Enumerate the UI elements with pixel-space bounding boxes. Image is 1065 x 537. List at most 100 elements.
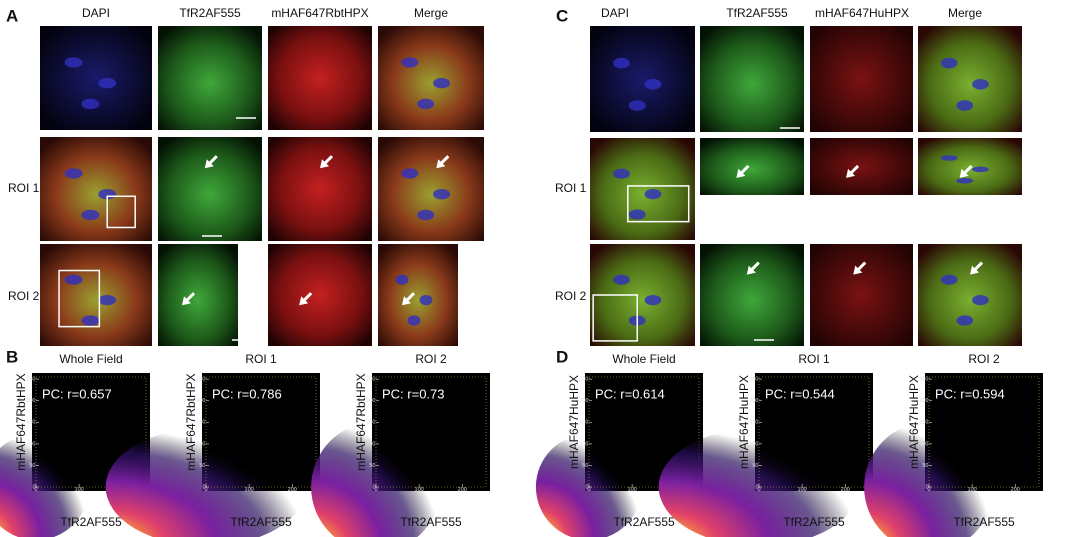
column-header: TfR2AF555 <box>726 6 788 20</box>
nucleus <box>417 98 435 110</box>
y-axis-label: mHAF647RbtHPX <box>14 373 28 470</box>
plot-frame <box>375 376 487 488</box>
y-tick-label: 0 <box>372 484 375 490</box>
x-axis-label: TfR2AF555 <box>230 515 292 529</box>
micrograph <box>700 26 804 132</box>
nucleus <box>972 166 989 173</box>
nucleus <box>940 274 958 285</box>
y-tick-label: 50 <box>29 463 35 469</box>
density-cloud <box>658 428 860 537</box>
column-header: mHAF647HuHPX <box>815 6 909 20</box>
nucleus <box>81 315 100 326</box>
y-tick-label: 0 <box>202 484 205 490</box>
plot-frame <box>205 376 317 488</box>
y-tick-label: 50 <box>199 463 205 469</box>
y-tick-label: 0 <box>32 484 35 490</box>
nucleus <box>972 79 989 90</box>
nucleus <box>407 315 421 326</box>
micrograph <box>810 138 913 195</box>
row-label: ROI 2 <box>8 289 40 303</box>
nucleus <box>419 295 433 306</box>
micrograph <box>378 26 484 130</box>
y-axis-label: mHAF647RbtHPX <box>354 373 368 470</box>
micrograph <box>158 26 262 130</box>
plot-title: ROI 2 <box>968 352 1000 366</box>
density-cloud <box>105 428 307 537</box>
y-tick-label: 150 <box>919 420 928 426</box>
micrograph <box>700 244 804 346</box>
micrograph <box>918 244 1022 346</box>
nucleus <box>64 57 83 68</box>
y-axis-label: mHAF647RbtHPX <box>184 373 198 470</box>
x-tick-label: 200 <box>458 487 467 493</box>
pc-annotation: PC: r=0.657 <box>42 386 112 401</box>
x-tick-label: 200 <box>841 487 850 493</box>
plot-title: ROI 2 <box>415 352 447 366</box>
plot-title: ROI 1 <box>798 352 830 366</box>
nucleus <box>81 98 100 110</box>
micrograph <box>40 137 152 241</box>
nucleus <box>613 274 630 285</box>
x-tick-label: 0 <box>757 487 760 493</box>
micrograph <box>378 137 484 241</box>
pc-annotation: PC: r=0.594 <box>935 386 1005 401</box>
y-tick-label: 150 <box>366 420 375 426</box>
micrograph <box>158 137 262 241</box>
nucleus <box>98 78 117 89</box>
x-tick-label: 0 <box>927 487 930 493</box>
micrograph <box>40 244 152 346</box>
nucleus <box>644 79 662 90</box>
nucleus <box>81 209 100 221</box>
y-axis-label: mHAF647HuHPX <box>567 375 581 469</box>
x-tick-label: 100 <box>628 487 637 493</box>
arrow-head <box>853 265 863 275</box>
y-tick-label: 200 <box>919 398 928 404</box>
y-tick-label: 250 <box>579 377 588 383</box>
x-axis-label: TfR2AF555 <box>400 515 462 529</box>
arrow-head <box>436 159 446 169</box>
column-header: TfR2AF555 <box>179 6 241 20</box>
plot-frame <box>35 376 147 488</box>
arrow-head <box>299 296 309 306</box>
x-tick-label: 100 <box>798 487 807 493</box>
roi-box <box>592 294 639 342</box>
y-tick-label: 50 <box>922 463 928 469</box>
plot-frame <box>588 376 700 488</box>
nucleus <box>433 189 451 200</box>
micrograph <box>590 26 695 132</box>
y-tick-label: 150 <box>749 420 758 426</box>
nucleus <box>972 295 989 306</box>
y-tick-label: 100 <box>919 441 928 447</box>
arrow-head <box>320 159 329 169</box>
row-label: ROI 1 <box>555 181 587 195</box>
micrograph <box>700 138 804 195</box>
x-tick-label: 0 <box>374 487 377 493</box>
nucleus <box>956 315 974 326</box>
micrograph <box>810 244 913 346</box>
nucleus <box>940 155 958 161</box>
y-tick-label: 0 <box>755 484 758 490</box>
plot-title: Whole Field <box>612 352 675 366</box>
plot-title: ROI 1 <box>245 352 277 366</box>
y-tick-label: 150 <box>196 420 205 426</box>
nucleus <box>628 209 646 220</box>
pc-annotation: PC: r=0.544 <box>765 386 835 401</box>
x-axis-label: TfR2AF555 <box>613 515 675 529</box>
nucleus <box>956 100 974 111</box>
y-tick-label: 0 <box>925 484 928 490</box>
nucleus <box>401 57 419 68</box>
y-tick-label: 150 <box>26 420 35 426</box>
x-tick-label: 100 <box>75 487 84 493</box>
y-tick-label: 50 <box>582 463 588 469</box>
y-tick-label: 100 <box>196 441 205 447</box>
y-tick-label: 200 <box>579 398 588 404</box>
arrow-head <box>970 265 979 275</box>
x-tick-label: 100 <box>968 487 977 493</box>
y-tick-label: 100 <box>366 441 375 447</box>
y-tick-label: 250 <box>749 377 758 383</box>
column-header: Merge <box>948 6 982 20</box>
nucleus <box>401 168 419 179</box>
micrograph <box>268 137 372 241</box>
y-tick-label: 200 <box>366 398 375 404</box>
arrow-head <box>959 168 969 178</box>
